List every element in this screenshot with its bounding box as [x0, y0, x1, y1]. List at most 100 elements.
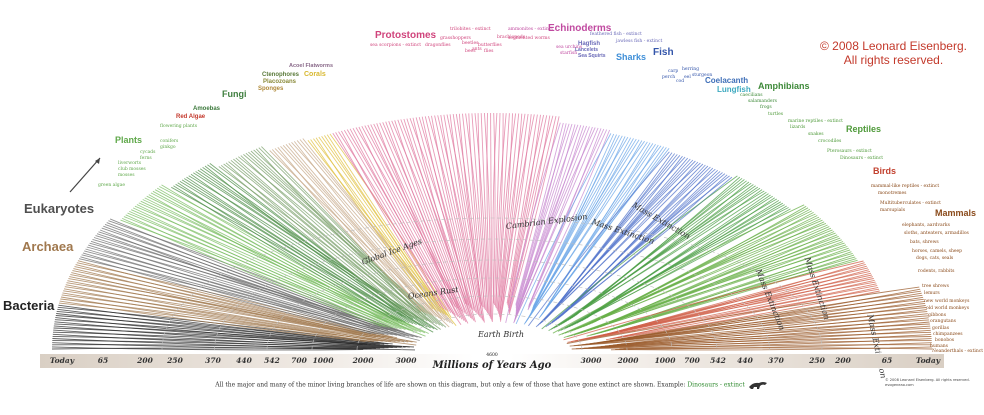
- time-arc: [356, 295, 628, 351]
- branch-line: [427, 115, 475, 312]
- branch-line: [288, 143, 440, 319]
- branch-line: [563, 246, 848, 339]
- label-bacteria: Bacteria: [3, 298, 55, 313]
- branch-line: [541, 160, 696, 324]
- branch-line: [486, 112, 492, 320]
- branch-line: [471, 113, 487, 312]
- label-plants: Plants: [115, 135, 143, 145]
- branch-line: [373, 123, 454, 306]
- branch-line: [388, 121, 464, 313]
- branch-line: [567, 244, 847, 338]
- branch-line: [318, 136, 442, 313]
- label-birds: Birds: [873, 166, 897, 176]
- minor-label: marine reptiles - extinct: [788, 119, 843, 124]
- branch-line: [621, 315, 929, 345]
- branch-line: [515, 123, 567, 307]
- minor-label: bats, shrews: [910, 240, 939, 245]
- tick-right: 440: [737, 356, 753, 365]
- label-sharks: Sharks: [616, 52, 647, 62]
- branch-line: [71, 272, 372, 338]
- branch-line: [497, 113, 513, 312]
- minor-label: ammonites - extinct: [508, 27, 554, 32]
- minor-label: caecilians: [740, 93, 763, 98]
- branch-line: [524, 140, 645, 324]
- minor-label: bees: [465, 49, 476, 54]
- label-amoebas: Amoebas: [193, 106, 221, 112]
- minor-label: old world monkeys: [926, 306, 970, 311]
- small-copyright-line-2: evogeneao.com: [885, 382, 914, 387]
- label-sponges: Sponges: [258, 86, 284, 92]
- branch-line: [424, 116, 474, 310]
- label-red-algae: Red Algae: [176, 114, 206, 120]
- branch-line: [415, 117, 468, 306]
- branch-line: [550, 190, 765, 330]
- branch-line: [580, 336, 932, 349]
- copyright-notice: © 2008 Leonard Eisenberg. All rights res…: [820, 39, 967, 68]
- minor-label: elephants, aardvarks: [902, 223, 950, 228]
- minor-label: gorillas: [932, 326, 950, 331]
- minor-label: jawless fish - extinct: [616, 39, 663, 44]
- branch-line: [271, 149, 422, 312]
- minor-label: sea scorpions - extinct: [370, 43, 422, 48]
- era-earth-birth: Earth Birth: [478, 330, 524, 339]
- minor-label: beetles: [462, 41, 479, 46]
- branch-line: [277, 147, 428, 315]
- branch-line: [352, 127, 456, 316]
- branch-line: [541, 175, 738, 330]
- minor-label: conifers: [160, 139, 179, 144]
- branch-line: [507, 114, 541, 305]
- branch-line: [507, 114, 545, 307]
- branch-line: [523, 141, 648, 325]
- branch-line: [412, 117, 467, 305]
- minor-label: grasshoppers: [440, 36, 471, 41]
- tick-left: 1000: [312, 356, 334, 365]
- branch-line: [282, 144, 434, 317]
- minor-label: monotremes: [878, 191, 907, 196]
- dinosaur-icon: [747, 380, 769, 390]
- label-amphibians: Amphibians: [758, 81, 810, 91]
- minor-label: humans: [930, 344, 948, 349]
- minor-label: ferns: [140, 156, 152, 161]
- branch-line: [604, 323, 930, 347]
- branch-line: [458, 113, 483, 306]
- branch-line: [613, 286, 879, 339]
- branch-line: [440, 114, 481, 317]
- time-arc: [311, 277, 673, 351]
- branch-line: [341, 130, 447, 311]
- branch-line: [51, 346, 364, 351]
- branch-line: [508, 116, 560, 315]
- branch-line: [573, 311, 928, 347]
- branch-line: [59, 300, 366, 342]
- branch-line: [55, 315, 372, 345]
- branch-line: [403, 118, 473, 320]
- minor-label: orangutans: [930, 319, 956, 324]
- branch-line: [82, 252, 381, 335]
- tick-left: 65: [97, 356, 109, 365]
- tick-right: 200: [835, 356, 851, 365]
- minor-label: eel: [684, 75, 691, 80]
- branch-line: [588, 331, 932, 349]
- branch-line: [468, 113, 486, 311]
- label-fish: Fish: [653, 47, 674, 58]
- branch-line: [280, 145, 431, 316]
- branch-line: [52, 333, 389, 349]
- branch-line: [531, 134, 620, 310]
- branch-line: [88, 244, 398, 336]
- time-arc: [161, 217, 823, 351]
- branch-line: [53, 325, 406, 348]
- branch-line: [324, 135, 447, 316]
- branch-line: [551, 173, 726, 324]
- tick-left: 370: [205, 356, 221, 365]
- branch-line: [548, 191, 767, 331]
- branch-line: [499, 113, 526, 318]
- branch-line: [358, 126, 461, 319]
- minor-label: sloths, anteaters, armadillos: [904, 231, 969, 236]
- branch-line: [220, 164, 408, 316]
- branch-line: [228, 161, 418, 319]
- branch-line: [129, 210, 398, 329]
- branch-line: [177, 182, 403, 322]
- tick-right: 542: [710, 356, 726, 365]
- label-reptiles: Reptiles: [846, 124, 882, 134]
- branch-line: [552, 204, 805, 334]
- branch-line: [209, 163, 414, 320]
